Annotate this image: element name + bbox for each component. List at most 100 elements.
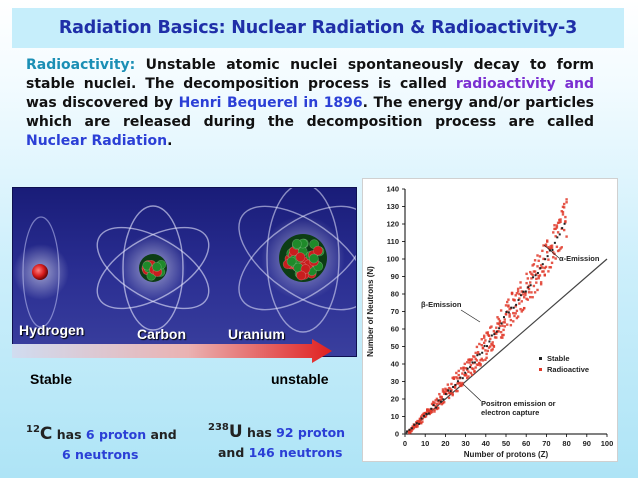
radioactive-point [444,387,447,390]
radioactive-point [452,376,456,379]
radioactive-point [461,383,464,387]
stable-point [444,393,447,396]
radioactive-point [436,406,440,409]
radioactive-point [485,356,488,359]
text: has [242,425,277,440]
radioactive-point [447,391,451,395]
radioactive-point [562,206,566,209]
carbon-atom [96,205,210,331]
radioactive-point [514,305,517,308]
radioactive-point [475,345,479,349]
radioactive-point [524,293,527,297]
radioactive-point [490,342,493,346]
radioactive-point [549,246,553,250]
radioactive-point [498,324,502,328]
text: was discovered by [26,95,179,111]
radioactive-point [512,311,515,315]
stable-point [556,236,559,239]
radioactive-point [507,305,510,308]
uranium-symbol: U [228,422,243,442]
radioactive-point [522,306,526,310]
radioactive-point [554,257,557,260]
stable-point [447,389,450,392]
radioactive-point [464,374,468,377]
radioactive-point [489,326,492,329]
uranium-protons: 92 proton [276,425,346,440]
radioactive-point [440,397,443,401]
stable-point [476,354,479,357]
hydrogen-atom [13,216,69,328]
radioactive-point [541,270,544,273]
radioactive-point [424,411,428,415]
radioactive-point [419,421,423,425]
radioactive-point [415,425,418,429]
y-tick-label: 10 [391,412,399,421]
highlight-henri: Henri Bequerel [178,95,298,111]
stable-point [456,380,459,383]
neutron-ball [151,262,162,272]
radioactive-point [515,309,519,313]
text: Unstable atomic nuclei spontaneously dec… [26,57,594,92]
radioactive-point [490,349,493,352]
stable-point [512,306,515,309]
radioactive-point [547,258,550,261]
radioactive-point [416,423,419,426]
radioactive-point [530,277,533,280]
radioactive-point [537,274,540,278]
radioactive-point [520,300,523,303]
radioactive-point [496,322,499,325]
radioactive-point [506,323,509,326]
stable-point [486,345,489,348]
radioactive-point [502,328,505,332]
y-tick-label: 100 [386,255,399,264]
annotation-alpha: α-Emission [559,254,600,263]
radioactive-point [479,364,482,367]
radioactive-point [457,373,460,377]
radioactive-point [538,274,542,277]
radioactive-point [536,265,539,268]
proton-ball [300,264,311,274]
radioactive-point [492,329,496,333]
text: has [52,427,86,442]
radioactive-point [512,320,515,323]
uranium-isotope-line1: 238U has 92 proton [208,418,368,443]
radioactive-point [544,243,548,246]
stable-point [459,376,462,379]
x-tick-label: 80 [562,439,570,448]
y-tick-label: 120 [386,220,399,229]
stable-point [406,430,409,433]
stable-point [553,241,556,244]
atom-graphics [13,188,356,333]
uranium-neutrons: 146 neutrons [248,445,343,460]
highlight-nuclear-radiation: Nuclear Radiation [26,133,168,149]
radioactive-point [529,270,532,274]
radioactive-point [513,314,516,318]
radioactive-point [506,300,509,304]
radioactive-point [433,408,436,411]
radioactive-point [503,325,506,328]
radioactive-point [470,367,474,370]
x-tick-label: 20 [441,439,449,448]
radioactive-point [547,246,550,249]
radioactive-point [562,228,566,232]
radioactive-point [554,227,557,230]
radioactive-point [421,413,424,417]
radioactive-point [418,417,422,421]
radioactive-point [445,388,448,391]
radioactive-point [544,244,548,248]
radioactive-point [497,322,500,326]
stable-point [495,330,498,333]
n-equals-z-line [404,258,608,435]
radioactive-point [518,297,521,300]
proton-ball [295,252,306,262]
radioactive-point [476,352,480,356]
radioactive-point [492,344,496,348]
radioactive-point [516,290,520,293]
radioactive-point [552,256,555,259]
radioactive-point [519,307,522,311]
legend-label: Stable [547,354,570,363]
radioactive-point [473,355,476,358]
radioactive-point [550,244,554,247]
highlight-radioactivity: radioactivity [455,76,556,92]
label-uranium: Uranium [228,326,285,342]
